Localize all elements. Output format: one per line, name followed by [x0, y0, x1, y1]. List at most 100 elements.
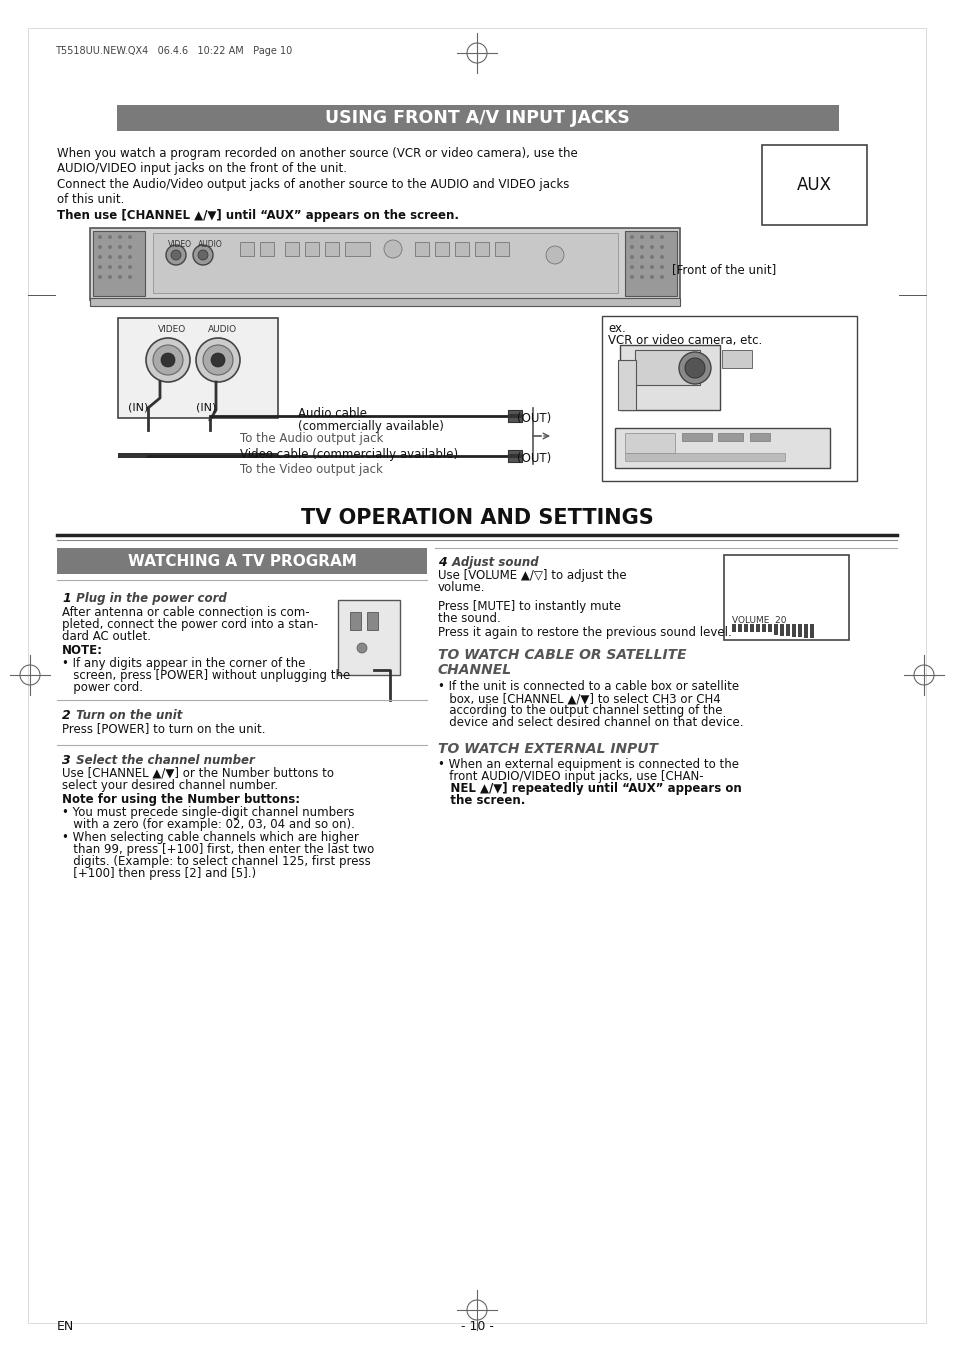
Text: Press [MUTE] to instantly mute: Press [MUTE] to instantly mute [437, 600, 620, 613]
Text: screen, press [POWER] without unplugging the: screen, press [POWER] without unplugging… [62, 669, 350, 682]
Circle shape [98, 276, 102, 280]
Circle shape [649, 265, 654, 269]
Circle shape [128, 245, 132, 249]
Bar [435, 242, 449, 255]
Bar [723, 555, 848, 640]
Circle shape [659, 255, 663, 259]
Bar [721, 350, 751, 367]
Bar [624, 434, 675, 453]
Text: • If the unit is connected to a cable box or satellite: • If the unit is connected to a cable bo… [437, 680, 739, 693]
Text: AUX: AUX [796, 176, 831, 195]
Circle shape [659, 265, 663, 269]
Bar [809, 624, 813, 638]
Text: • When an external equipment is connected to the: • When an external equipment is connecte… [437, 758, 739, 771]
Bar [803, 624, 807, 638]
Text: (IN): (IN) [195, 403, 216, 413]
Text: 1: 1 [62, 592, 71, 605]
Text: (commercially available): (commercially available) [297, 420, 443, 434]
Text: pleted, connect the power cord into a stan-: pleted, connect the power cord into a st… [62, 617, 318, 631]
Text: Audio cable: Audio cable [297, 407, 367, 420]
Bar [345, 242, 370, 255]
Circle shape [161, 353, 174, 367]
Text: the screen.: the screen. [437, 794, 525, 807]
Circle shape [171, 250, 181, 259]
Text: (IN): (IN) [128, 403, 149, 413]
Text: Video cable (commercially available): Video cable (commercially available) [240, 449, 457, 461]
Circle shape [545, 246, 563, 263]
Bar [285, 242, 298, 255]
Text: Plug in the power cord: Plug in the power cord [71, 592, 227, 605]
Circle shape [118, 235, 122, 239]
Bar [117, 105, 838, 131]
Bar [475, 242, 489, 255]
Circle shape [639, 245, 643, 249]
Circle shape [649, 235, 654, 239]
Circle shape [108, 245, 112, 249]
Circle shape [659, 235, 663, 239]
Bar [791, 624, 795, 638]
Circle shape [629, 255, 634, 259]
Text: When you watch a program recorded on another source (VCR or video camera), use t: When you watch a program recorded on ano… [57, 147, 578, 159]
Text: 4: 4 [437, 557, 446, 569]
Circle shape [118, 245, 122, 249]
Bar [619, 345, 720, 409]
Circle shape [384, 240, 401, 258]
Text: with a zero (for example: 02, 03, 04 and so on).: with a zero (for example: 02, 03, 04 and… [62, 817, 355, 831]
Bar [305, 242, 318, 255]
Bar [797, 624, 801, 638]
Text: USING FRONT A/V INPUT JACKS: USING FRONT A/V INPUT JACKS [324, 109, 629, 127]
Circle shape [629, 276, 634, 280]
Text: EN: EN [57, 1320, 74, 1333]
Bar [761, 145, 866, 226]
Text: device and select desired channel on that device.: device and select desired channel on tha… [437, 716, 742, 730]
Text: VIDEO: VIDEO [168, 240, 192, 249]
Circle shape [629, 245, 634, 249]
Text: • If any digits appear in the corner of the: • If any digits appear in the corner of … [62, 657, 305, 670]
Text: To the Video output jack: To the Video output jack [240, 463, 382, 476]
Text: (OUT): (OUT) [517, 453, 551, 465]
Bar [337, 600, 399, 676]
Text: (OUT): (OUT) [517, 412, 551, 426]
Text: T5518UU.NEW.QX4   06.4.6   10:22 AM   Page 10: T5518UU.NEW.QX4 06.4.6 10:22 AM Page 10 [55, 46, 292, 55]
Text: the sound.: the sound. [437, 612, 500, 626]
Text: Connect the Audio/Video output jacks of another source to the AUDIO and VIDEO ja: Connect the Audio/Video output jacks of … [57, 178, 569, 190]
Text: ex.: ex. [607, 322, 625, 335]
Text: power cord.: power cord. [62, 681, 143, 694]
Bar [90, 228, 679, 300]
Circle shape [659, 276, 663, 280]
Text: VCR or video camera, etc.: VCR or video camera, etc. [607, 334, 761, 347]
Circle shape [108, 276, 112, 280]
Text: volume.: volume. [437, 581, 485, 594]
Circle shape [108, 265, 112, 269]
Bar [92, 231, 145, 296]
Bar [755, 624, 760, 632]
Text: - 10 -: - 10 - [460, 1320, 493, 1333]
Bar [455, 242, 469, 255]
Circle shape [195, 338, 240, 382]
Bar [618, 359, 636, 409]
Circle shape [629, 235, 634, 239]
Text: • When selecting cable channels which are higher: • When selecting cable channels which ar… [62, 831, 358, 844]
Text: AUDIO/VIDEO input jacks on the front of the unit.: AUDIO/VIDEO input jacks on the front of … [57, 162, 347, 176]
Bar [325, 242, 338, 255]
Bar [718, 434, 742, 440]
Circle shape [146, 338, 190, 382]
Bar [635, 350, 700, 385]
Bar [118, 317, 277, 417]
Text: Turn on the unit: Turn on the unit [71, 709, 182, 721]
Circle shape [166, 245, 186, 265]
Bar [761, 624, 765, 632]
Bar [57, 549, 427, 574]
Text: 2: 2 [62, 709, 71, 721]
Bar [749, 434, 769, 440]
Text: select your desired channel number.: select your desired channel number. [62, 780, 278, 792]
Bar [624, 453, 784, 461]
Bar [507, 450, 521, 462]
Circle shape [98, 255, 102, 259]
Circle shape [203, 345, 233, 376]
Text: TV OPERATION AND SETTINGS: TV OPERATION AND SETTINGS [300, 508, 653, 528]
Text: than 99, press [+100] first, then enter the last two: than 99, press [+100] first, then enter … [62, 843, 374, 857]
Circle shape [649, 276, 654, 280]
Circle shape [128, 276, 132, 280]
Circle shape [98, 245, 102, 249]
